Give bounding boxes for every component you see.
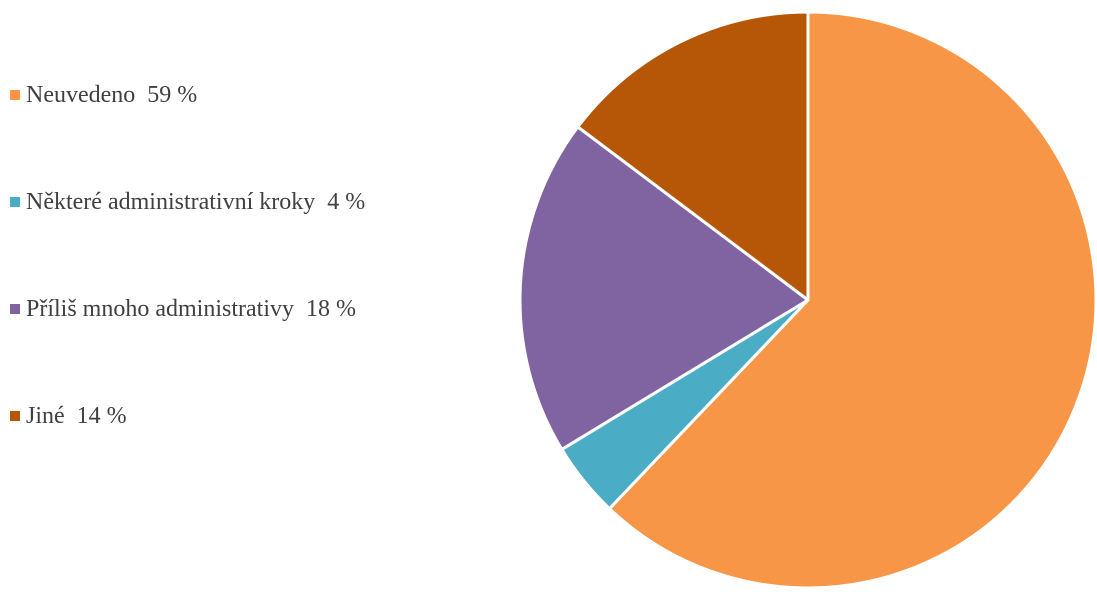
pie-slice [520,125,810,451]
legend-label: Neuvedeno [26,81,136,108]
legend-item: Příliš mnoho administrativy 18 % [10,289,356,329]
legend-item: Jiné 14 % [10,396,127,436]
legend-value: 59 % [147,81,198,108]
legend-swatch [10,197,20,207]
legend-item: Neuvedeno 59 % [10,75,197,115]
legend-label: Příliš mnoho administrativy [26,295,294,322]
legend-swatch [10,304,20,314]
legend-value: 18 % [306,295,356,322]
legend-value: 4 % [327,188,366,215]
legend-swatch [10,90,20,100]
legend-label: Některé administrativní kroky [26,188,316,215]
pie-slice [576,10,810,302]
pie-slice [607,10,1097,590]
legend-swatch [10,411,20,421]
pie-chart-area [520,0,1097,592]
legend-label: Jiné [26,402,65,429]
legend-item: Některé administrativní kroky 4 % [10,182,365,222]
legend-value: 14 % [76,402,127,429]
pie-chart [520,10,1097,590]
